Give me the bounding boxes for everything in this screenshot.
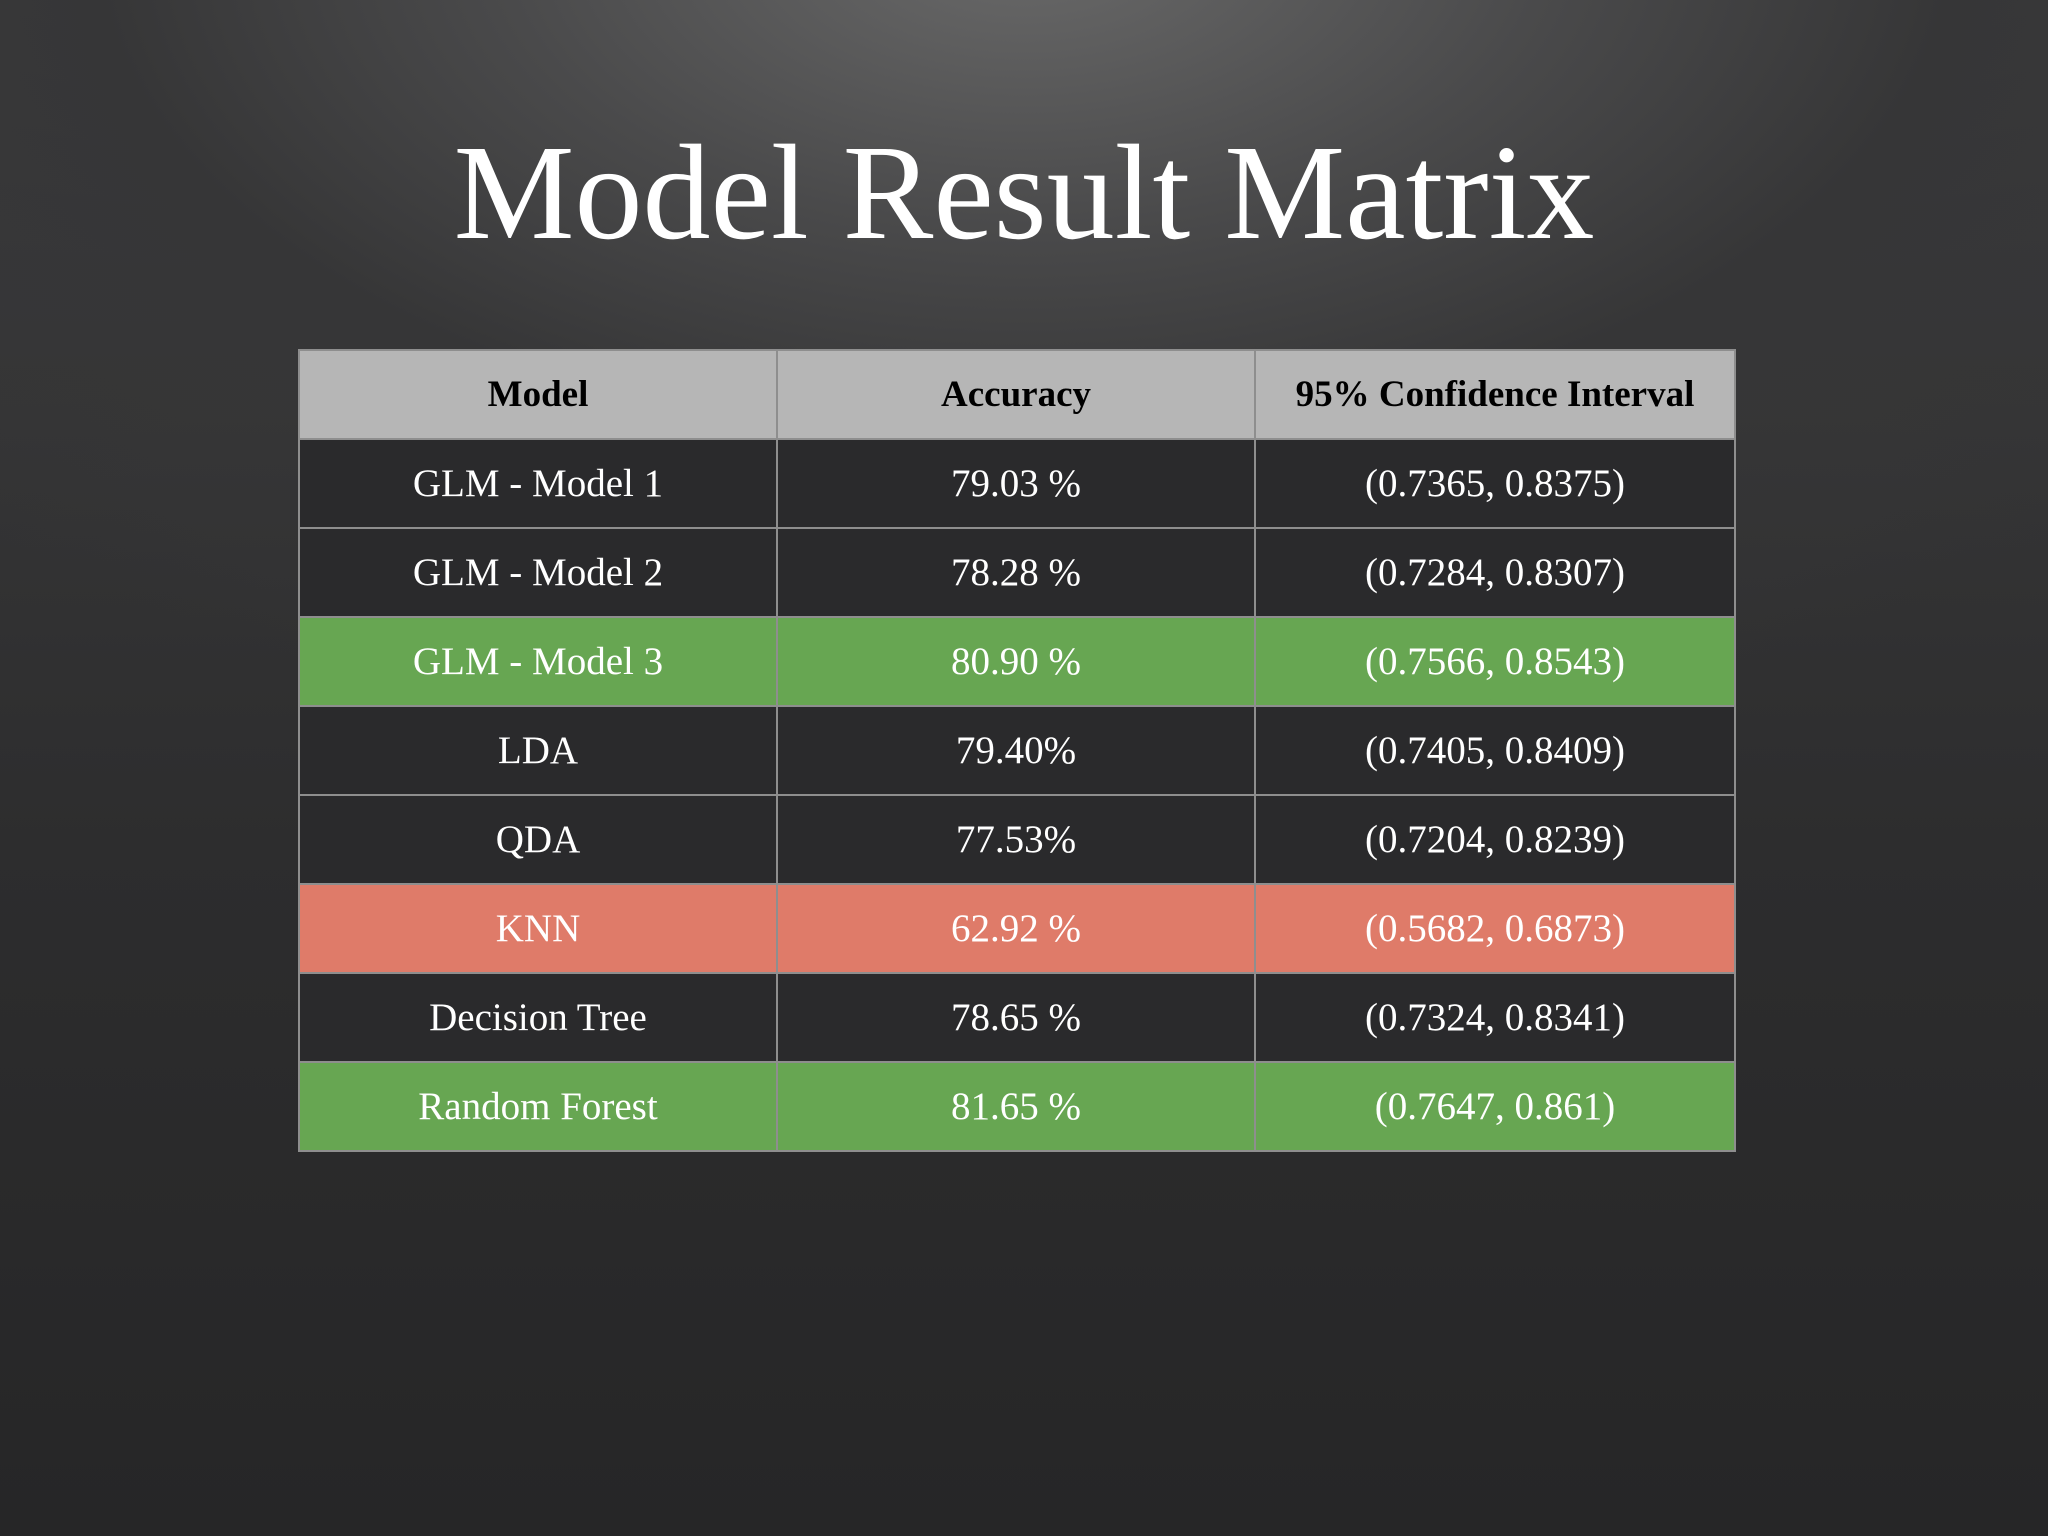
table-header-row: Model Accuracy 95% Confidence Interval: [298, 349, 1736, 440]
accuracy-cell: 62.92 %: [776, 883, 1256, 974]
header-model: Model: [298, 349, 778, 440]
accuracy-cell: 78.65 %: [776, 972, 1256, 1063]
confidence-interval-cell: (0.7566, 0.8543): [1254, 616, 1736, 707]
slide-title: Model Result Matrix: [453, 118, 1595, 268]
model-cell: LDA: [298, 705, 778, 796]
header-confidence-interval: 95% Confidence Interval: [1254, 349, 1736, 440]
model-cell: Decision Tree: [298, 972, 778, 1063]
model-cell: GLM - Model 1: [298, 438, 778, 529]
table-row: GLM - Model 2 78.28 % (0.7284, 0.8307): [298, 527, 1736, 618]
confidence-interval-cell: (0.7647, 0.861): [1254, 1061, 1736, 1152]
confidence-interval-cell: (0.7324, 0.8341): [1254, 972, 1736, 1063]
table-row: GLM - Model 1 79.03 % (0.7365, 0.8375): [298, 438, 1736, 529]
accuracy-cell: 77.53%: [776, 794, 1256, 885]
accuracy-cell: 81.65 %: [776, 1061, 1256, 1152]
table-row: KNN 62.92 % (0.5682, 0.6873): [298, 883, 1736, 974]
confidence-interval-cell: (0.7284, 0.8307): [1254, 527, 1736, 618]
header-accuracy: Accuracy: [776, 349, 1256, 440]
table-row: GLM - Model 3 80.90 % (0.7566, 0.8543): [298, 616, 1736, 707]
accuracy-cell: 79.03 %: [776, 438, 1256, 529]
model-cell: QDA: [298, 794, 778, 885]
model-cell: Random Forest: [298, 1061, 778, 1152]
model-cell: KNN: [298, 883, 778, 974]
confidence-interval-cell: (0.5682, 0.6873): [1254, 883, 1736, 974]
accuracy-cell: 79.40%: [776, 705, 1256, 796]
model-results-table: Model Accuracy 95% Confidence Interval G…: [298, 349, 1736, 1152]
confidence-interval-cell: (0.7204, 0.8239): [1254, 794, 1736, 885]
table-row: LDA 79.40% (0.7405, 0.8409): [298, 705, 1736, 796]
confidence-interval-cell: (0.7405, 0.8409): [1254, 705, 1736, 796]
accuracy-cell: 78.28 %: [776, 527, 1256, 618]
model-cell: GLM - Model 3: [298, 616, 778, 707]
table-row: Random Forest 81.65 % (0.7647, 0.861): [298, 1061, 1736, 1152]
table-row: QDA 77.53% (0.7204, 0.8239): [298, 794, 1736, 885]
confidence-interval-cell: (0.7365, 0.8375): [1254, 438, 1736, 529]
model-cell: GLM - Model 2: [298, 527, 778, 618]
table-row: Decision Tree 78.65 % (0.7324, 0.8341): [298, 972, 1736, 1063]
accuracy-cell: 80.90 %: [776, 616, 1256, 707]
